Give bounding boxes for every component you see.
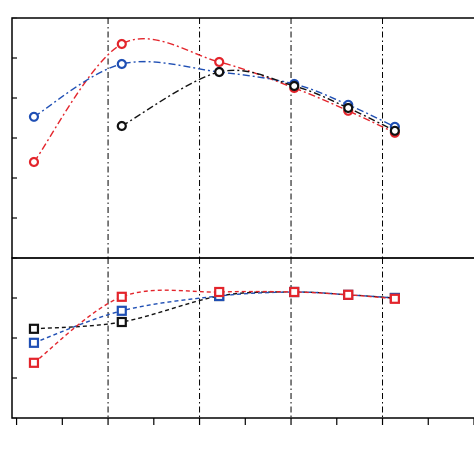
marker — [389, 293, 400, 304]
series-line — [121, 69, 396, 132]
marker — [389, 125, 400, 136]
marker — [214, 56, 225, 68]
marker — [289, 80, 300, 92]
marker — [116, 120, 127, 132]
marker — [214, 286, 225, 298]
marker — [28, 337, 40, 348]
marker — [343, 289, 354, 300]
series-line — [33, 38, 396, 163]
panel-frame — [11, 17, 474, 259]
marker — [116, 38, 127, 50]
marker — [116, 305, 127, 316]
marker — [289, 286, 300, 298]
marker — [28, 156, 40, 168]
marker — [28, 323, 40, 334]
marker — [116, 291, 127, 302]
marker — [343, 102, 354, 114]
marker — [28, 357, 40, 368]
marker — [116, 58, 127, 70]
panel-frame — [11, 257, 474, 419]
marker — [28, 111, 40, 122]
marker — [116, 316, 127, 328]
marker — [214, 66, 225, 78]
